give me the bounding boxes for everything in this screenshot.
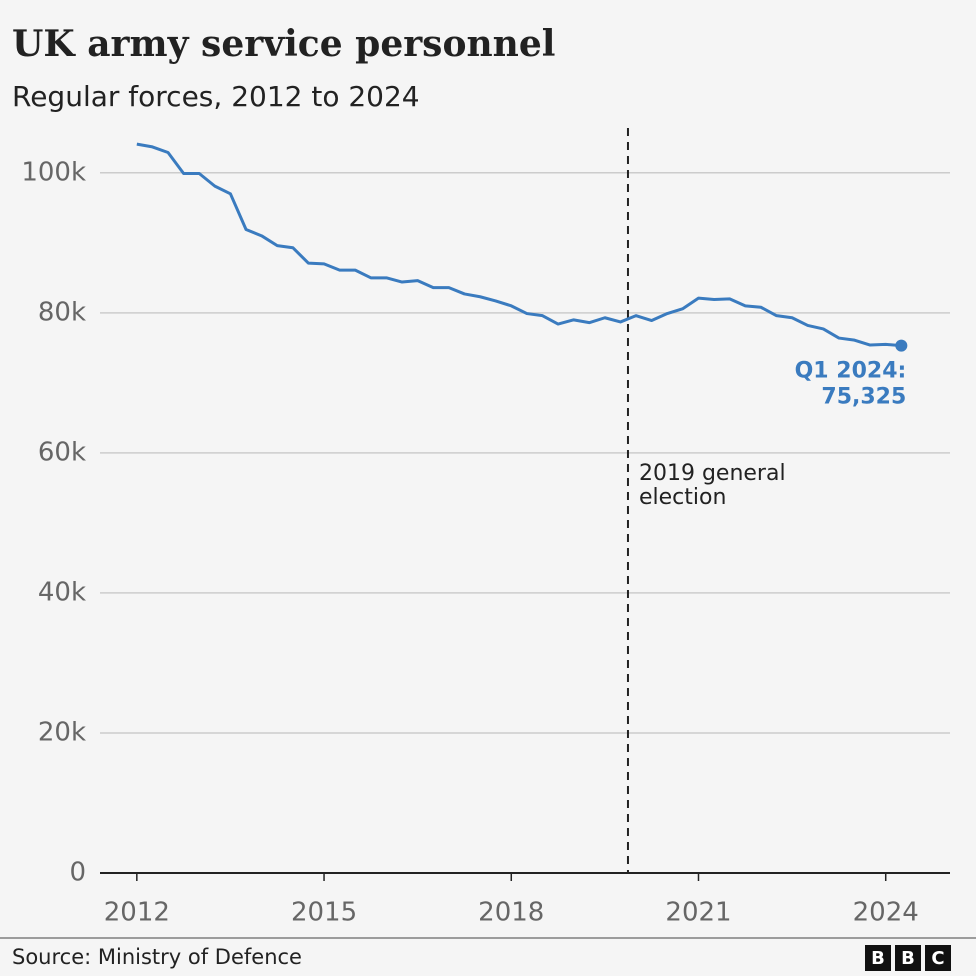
y-tick-label: 0 [69,858,86,888]
chart-title: UK army service personnel [12,23,555,65]
logo-letter: B [901,948,915,969]
end-label-value: 75,325 [821,385,906,410]
source: Source: Ministry of Defence [12,945,302,969]
x-tick-label: 2021 [665,898,731,928]
x-tick-label: 2018 [478,898,544,928]
y-tick-label: 20k [38,717,86,747]
end-point [895,339,908,352]
logo-letter: B [871,948,885,969]
y-tick-label: 60k [38,437,86,467]
y-tick-label: 80k [38,297,86,327]
x-tick-label: 2012 [104,898,170,928]
x-tick-label: 2024 [853,898,919,928]
event-label: election [639,485,726,510]
logo-box [925,945,951,971]
event-label: 2019 general [639,461,786,486]
x-tick-label: 2015 [291,898,357,928]
y-tick-label: 40k [38,577,86,607]
logo-letter: C [931,948,944,969]
y-tick-label: 100k [21,157,86,187]
logo-box [895,945,921,971]
line-series [136,142,902,348]
logo-box [865,945,891,971]
chart-subtitle: Regular forces, 2012 to 2024 [12,80,420,113]
end-label-period: Q1 2024: [795,359,907,384]
